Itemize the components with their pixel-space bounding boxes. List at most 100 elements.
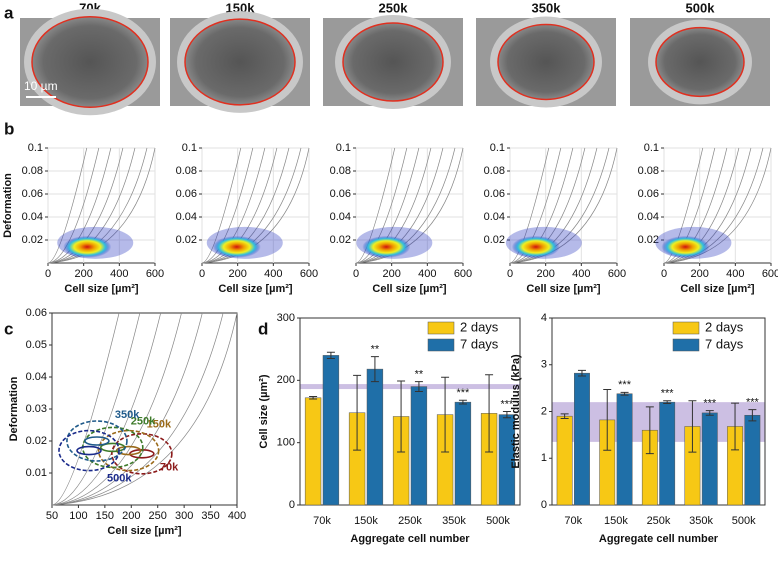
cell	[184, 18, 296, 106]
x-tick-label: 400	[572, 268, 590, 280]
bar	[454, 401, 472, 506]
y-tick-label: 0.02	[176, 234, 197, 246]
bar	[701, 412, 718, 506]
isoelastic-line	[51, 312, 224, 506]
density-core	[362, 235, 411, 258]
image-label: 350k	[532, 0, 562, 15]
contour-label: 500k	[107, 473, 132, 485]
isoelastic-line	[47, 147, 136, 264]
legend-label: 7 days	[705, 336, 744, 351]
x-tick-label: 150	[96, 510, 114, 522]
isoelastic-line	[201, 147, 242, 264]
isoelastic-line	[51, 312, 141, 506]
y-tick-label: 200	[277, 374, 295, 386]
x-tick-label: 50	[46, 510, 58, 522]
image-label: 500k	[686, 0, 716, 15]
contour	[66, 420, 128, 462]
y-tick-label: 0.06	[484, 188, 505, 200]
error-bar	[485, 374, 494, 453]
x-tick-label: 400	[110, 268, 128, 280]
error-bar	[663, 400, 672, 405]
x-tick-label: 400	[228, 510, 246, 522]
error-bar	[577, 369, 586, 377]
y-tick-label: 3	[541, 359, 547, 371]
contour-label: 250k	[131, 415, 156, 427]
error-bar	[731, 402, 740, 451]
bar	[659, 401, 676, 506]
x-tick-label: 200	[536, 268, 554, 280]
error-bar	[603, 389, 612, 451]
x-tick-label: 600	[762, 268, 778, 280]
x-axis-label: Cell size [µm²]	[64, 283, 139, 295]
y-tick-label: 0.1	[336, 142, 351, 154]
error-bar	[441, 376, 450, 453]
x-tick-label: 350k	[442, 515, 466, 527]
y-tick-label: 0.06	[26, 307, 47, 319]
contour	[58, 429, 120, 472]
y-tick-label: 0.06	[22, 188, 43, 200]
cell	[655, 26, 745, 98]
y-tick-label: 1	[541, 452, 547, 464]
x-tick-label: 350	[201, 510, 219, 522]
isoelastic-line	[201, 147, 310, 264]
x-tick-label: 600	[146, 268, 164, 280]
y-tick-label: 0.06	[330, 188, 351, 200]
y-tick-label: 0.04	[176, 211, 197, 223]
panel-label: c	[4, 319, 13, 338]
x-tick-label: 0	[199, 268, 205, 280]
y-axis-label: Deformation	[8, 376, 20, 441]
cell	[31, 16, 149, 108]
y-tick-label: 0.1	[182, 142, 197, 154]
x-tick-label: 100	[69, 510, 87, 522]
x-tick-label: 70k	[313, 515, 331, 527]
x-tick-label: 200	[122, 510, 140, 522]
y-tick-label: 0.1	[644, 142, 659, 154]
density-core	[63, 235, 112, 258]
isoelastic-line	[509, 147, 550, 264]
x-axis-label: Aggregate cell number	[599, 533, 719, 545]
isoelastic-line	[663, 147, 764, 264]
isoelastic-line	[509, 147, 610, 264]
y-tick-label: 0.06	[176, 188, 197, 200]
error-bar	[705, 410, 714, 416]
error-bar	[397, 380, 406, 453]
y-tick-label: 0.01	[26, 467, 47, 479]
y-axis-label: Deformation	[2, 173, 14, 238]
legend-swatch	[672, 321, 700, 335]
x-tick-label: 400	[418, 268, 436, 280]
y-tick-label: 0	[289, 499, 295, 511]
isoelastic-line	[47, 147, 124, 264]
x-tick-label: 400	[264, 268, 282, 280]
isoelastic-line	[201, 147, 290, 264]
significance: ***	[661, 388, 675, 400]
contour-label: 70k	[160, 462, 179, 474]
isoelastic-line	[355, 147, 396, 264]
x-axis-label: Cell size [µm²]	[680, 283, 755, 295]
bar	[366, 368, 384, 506]
bar	[304, 397, 322, 506]
plot-area	[51, 312, 238, 506]
x-tick-label: 200	[382, 268, 400, 280]
bar	[744, 414, 761, 506]
error-bar	[309, 396, 318, 400]
legend-swatch	[672, 338, 700, 352]
cell	[497, 23, 595, 101]
isoelastic-line	[663, 147, 752, 264]
x-tick-label: 200	[228, 268, 246, 280]
y-tick-label: 0.1	[490, 142, 505, 154]
y-tick-label: 0.08	[330, 165, 351, 177]
y-tick-label: 0.02	[22, 234, 43, 246]
significance: **	[415, 368, 424, 380]
error-bar	[748, 409, 757, 422]
y-tick-label: 0.02	[638, 234, 659, 246]
legend-label: 2 days	[460, 319, 499, 334]
contour-label: 150k	[147, 419, 172, 431]
bar	[574, 372, 590, 506]
isoelastic-line	[509, 147, 562, 264]
contour	[111, 432, 173, 475]
y-axis-label: Cell size (µm²)	[258, 374, 270, 449]
y-tick-label: 2	[541, 405, 547, 417]
y-tick-label: 0.04	[22, 211, 43, 223]
x-tick-label: 250k	[398, 515, 422, 527]
